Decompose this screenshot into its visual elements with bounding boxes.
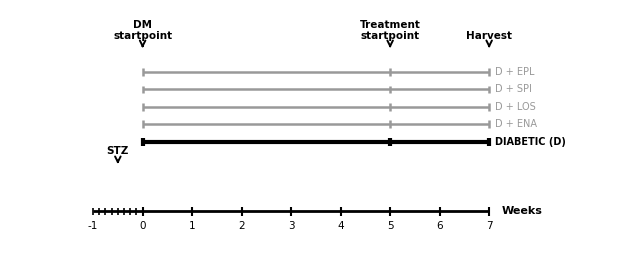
Text: 0: 0: [140, 221, 146, 231]
Text: 5: 5: [387, 221, 394, 231]
Text: Weeks: Weeks: [501, 206, 542, 217]
Text: 2: 2: [239, 221, 245, 231]
Text: Treatment
startpoint: Treatment startpoint: [360, 20, 421, 41]
Text: 4: 4: [337, 221, 344, 231]
Text: D + LOS: D + LOS: [495, 102, 536, 112]
Text: DIABETIC (D): DIABETIC (D): [495, 137, 566, 147]
Text: D + ENA: D + ENA: [495, 119, 537, 129]
Text: STZ: STZ: [106, 147, 129, 157]
Text: 3: 3: [288, 221, 294, 231]
Text: -1: -1: [88, 221, 98, 231]
Text: DM
startpoint: DM startpoint: [113, 20, 172, 41]
Text: 6: 6: [436, 221, 443, 231]
Text: Harvest: Harvest: [466, 31, 512, 41]
Text: 1: 1: [189, 221, 195, 231]
Text: D + EPL: D + EPL: [495, 67, 535, 77]
Text: D + SPI: D + SPI: [495, 84, 532, 94]
Text: 7: 7: [486, 221, 493, 231]
